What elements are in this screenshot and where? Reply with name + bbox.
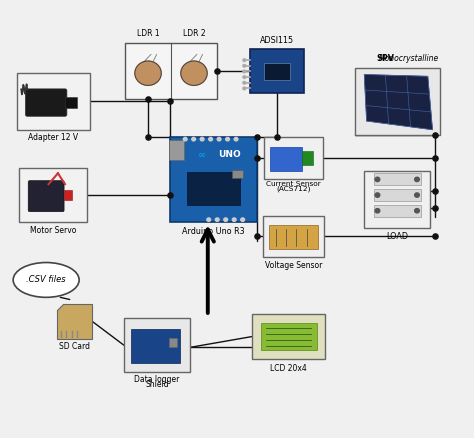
Circle shape [375, 208, 380, 213]
FancyBboxPatch shape [364, 171, 430, 228]
Text: UNO: UNO [219, 150, 241, 159]
FancyBboxPatch shape [252, 314, 325, 359]
Text: (ACS712): (ACS712) [276, 186, 311, 192]
Circle shape [415, 193, 419, 197]
Circle shape [135, 61, 161, 85]
Point [166, 98, 173, 105]
Text: Shield: Shield [145, 380, 169, 389]
FancyBboxPatch shape [232, 170, 243, 178]
Text: Motor Servo: Motor Servo [30, 226, 76, 235]
Circle shape [243, 64, 246, 67]
Text: ∞: ∞ [198, 150, 206, 159]
Point [253, 134, 261, 141]
Point [431, 233, 439, 240]
Circle shape [183, 138, 187, 141]
Circle shape [243, 81, 246, 84]
Point [431, 205, 439, 212]
Point [166, 191, 173, 198]
Point [253, 155, 261, 162]
Circle shape [209, 138, 212, 141]
FancyBboxPatch shape [26, 89, 67, 116]
FancyBboxPatch shape [169, 338, 177, 347]
Circle shape [200, 138, 204, 141]
Circle shape [217, 138, 221, 141]
Text: SPV: SPV [376, 54, 394, 64]
FancyBboxPatch shape [28, 181, 64, 212]
Circle shape [243, 59, 246, 61]
Point [431, 155, 439, 162]
Polygon shape [57, 304, 92, 339]
Point [213, 67, 221, 74]
Text: LDR 1: LDR 1 [137, 29, 159, 39]
Circle shape [181, 61, 207, 85]
FancyBboxPatch shape [269, 225, 318, 250]
Point [431, 132, 439, 139]
FancyBboxPatch shape [374, 205, 421, 217]
FancyBboxPatch shape [374, 189, 421, 201]
FancyBboxPatch shape [17, 73, 90, 130]
Circle shape [241, 218, 245, 221]
Circle shape [375, 177, 380, 182]
Circle shape [243, 70, 246, 73]
Ellipse shape [13, 262, 79, 297]
FancyBboxPatch shape [170, 138, 257, 222]
FancyBboxPatch shape [270, 147, 302, 171]
FancyBboxPatch shape [264, 138, 323, 179]
Point [144, 134, 152, 141]
Text: Monocrystalline: Monocrystalline [379, 54, 439, 64]
Point [144, 96, 152, 103]
Circle shape [192, 138, 196, 141]
Point [253, 233, 261, 240]
FancyBboxPatch shape [125, 43, 217, 99]
Text: LOAD: LOAD [386, 232, 408, 241]
FancyBboxPatch shape [169, 140, 184, 160]
Circle shape [224, 218, 228, 221]
Point [431, 187, 439, 194]
Circle shape [234, 138, 238, 141]
Text: Data logger: Data logger [134, 375, 180, 384]
Circle shape [415, 208, 419, 213]
FancyBboxPatch shape [355, 68, 439, 135]
Text: SD Card: SD Card [59, 342, 90, 351]
Circle shape [415, 177, 419, 182]
Point [273, 134, 281, 141]
Circle shape [243, 87, 246, 90]
FancyBboxPatch shape [374, 173, 421, 185]
Circle shape [215, 218, 219, 221]
FancyBboxPatch shape [301, 151, 313, 165]
Text: Arduino Uno R3: Arduino Uno R3 [182, 226, 245, 236]
Text: .CSV files: .CSV files [27, 276, 66, 284]
Circle shape [226, 138, 229, 141]
FancyBboxPatch shape [131, 329, 181, 364]
FancyBboxPatch shape [261, 323, 317, 350]
FancyBboxPatch shape [124, 318, 190, 372]
Text: Adapter 12 V: Adapter 12 V [28, 133, 78, 142]
Circle shape [207, 218, 210, 221]
Text: LDR 2: LDR 2 [182, 29, 205, 39]
Circle shape [232, 218, 236, 221]
FancyBboxPatch shape [65, 97, 77, 108]
FancyBboxPatch shape [263, 216, 324, 257]
Circle shape [375, 193, 380, 197]
Text: Current Sensor: Current Sensor [266, 181, 321, 187]
Text: LCD 20x4: LCD 20x4 [271, 364, 307, 373]
Text: Voltage Sensor: Voltage Sensor [265, 261, 322, 270]
Circle shape [243, 76, 246, 78]
FancyBboxPatch shape [250, 49, 304, 93]
FancyBboxPatch shape [264, 63, 290, 80]
FancyBboxPatch shape [187, 173, 240, 205]
Polygon shape [364, 74, 433, 130]
Text: ADSI115: ADSI115 [260, 36, 294, 45]
Bar [64, 190, 72, 200]
FancyBboxPatch shape [19, 168, 87, 222]
